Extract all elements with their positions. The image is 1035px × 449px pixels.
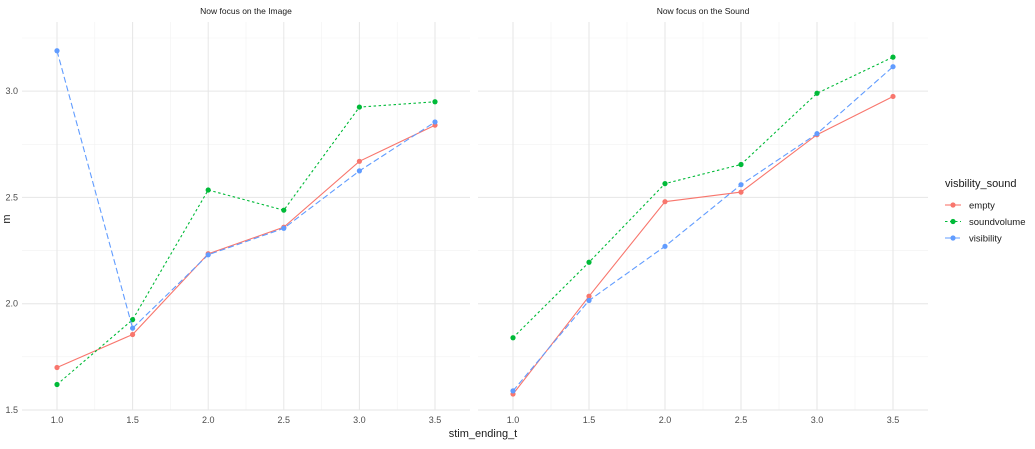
- data-point-soundvolume: [432, 99, 438, 105]
- data-point-soundvolume: [662, 181, 668, 187]
- data-point-soundvolume: [281, 207, 287, 213]
- data-point-visibility: [432, 119, 438, 125]
- data-point-visibility: [205, 252, 211, 258]
- data-point-soundvolume: [356, 104, 362, 110]
- panel-title: Now focus on the Image: [200, 6, 292, 16]
- data-point-empty: [54, 364, 60, 371]
- data-point-visibility: [890, 64, 896, 70]
- data-point-visibility: [130, 325, 136, 331]
- panel-title: Now focus on the Sound: [657, 6, 750, 16]
- y-axis-title: m: [1, 214, 13, 223]
- series-line-empty: [56, 124, 436, 369]
- y-tick-label: 2.5: [5, 192, 18, 202]
- data-point-visibility: [54, 48, 60, 54]
- x-tick-label: 3.5: [887, 415, 900, 425]
- x-tick-label: 3.5: [429, 415, 442, 425]
- x-tick-label: 1.0: [51, 415, 64, 425]
- series-line-empty: [512, 96, 894, 395]
- data-point-soundvolume: [130, 317, 136, 323]
- x-tick-label: 2.5: [735, 415, 748, 425]
- legend-label-empty: empty: [969, 201, 995, 212]
- data-point-soundvolume: [54, 381, 60, 388]
- data-point-soundvolume: [890, 54, 896, 60]
- data-point-empty: [738, 189, 744, 195]
- data-point-empty: [890, 93, 896, 100]
- x-tick-label: 2.5: [278, 415, 291, 425]
- y-tick-label: 3.0: [5, 86, 18, 96]
- legend-key-point-empty: [950, 202, 956, 208]
- x-tick-label: 3.0: [811, 415, 824, 425]
- series-line-visibility: [56, 50, 436, 330]
- data-point-empty: [356, 158, 362, 164]
- series-line-visibility: [512, 66, 894, 392]
- y-tick-label: 1.5: [5, 405, 18, 415]
- data-point-soundvolume: [205, 187, 211, 193]
- data-point-visibility: [738, 182, 744, 188]
- data-point-soundvolume: [738, 161, 744, 168]
- data-point-empty: [662, 199, 668, 205]
- data-point-visibility: [281, 225, 287, 231]
- legend-title: visbility_sound: [945, 178, 1017, 190]
- y-tick-label: 2.0: [5, 299, 18, 309]
- legend-key-point-soundvolume: [950, 218, 956, 225]
- data-point-empty: [586, 293, 592, 299]
- data-point-soundvolume: [510, 335, 516, 341]
- x-tick-label: 1.0: [507, 415, 520, 425]
- x-tick-label: 1.5: [583, 415, 596, 425]
- x-axis-title: stim_ending_t: [449, 428, 518, 440]
- legend-key-point-visibility: [950, 235, 956, 241]
- x-tick-label: 3.0: [353, 415, 366, 425]
- x-tick-label: 2.0: [202, 415, 215, 425]
- data-point-visibility: [814, 131, 820, 137]
- legend-label-soundvolume: soundvolume: [969, 217, 1026, 228]
- x-tick-label: 1.5: [126, 415, 139, 425]
- series-line-soundvolume: [512, 56, 894, 339]
- data-point-visibility: [662, 243, 668, 249]
- data-point-empty: [130, 331, 136, 338]
- legend-label-visibility: visibility: [969, 234, 1002, 245]
- data-point-soundvolume: [586, 259, 592, 265]
- x-tick-label: 2.0: [659, 415, 672, 425]
- data-point-visibility: [356, 168, 362, 174]
- data-point-visibility: [586, 297, 592, 304]
- data-point-soundvolume: [814, 90, 820, 96]
- data-point-visibility: [510, 388, 516, 394]
